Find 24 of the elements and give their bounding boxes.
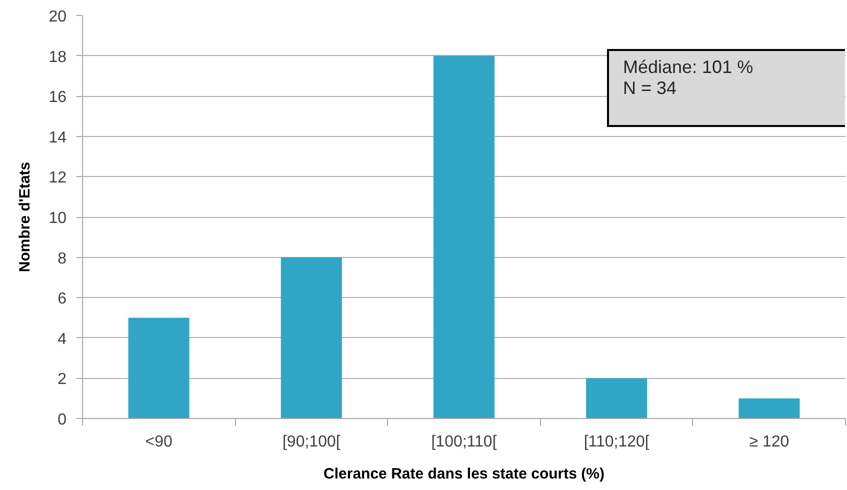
x-axis-title: Clerance Rate dans les state courts (%) [324,466,604,482]
annotation-box: Médiane: 101 % N = 34 [607,49,845,127]
x-tick-label: <90 [145,434,172,450]
y-tick-label: 2 [58,371,67,388]
y-tick-label: 18 [48,48,67,66]
y-tick-label: 0 [58,412,67,428]
x-tick-label: [110;120[ [584,434,650,450]
bar [128,318,190,418]
y-tick-label: 16 [48,89,67,106]
bar [280,257,342,418]
y-tick-label: 12 [48,170,67,187]
y-tick-label: 10 [48,210,67,227]
x-tick-label: [100;110[ [431,434,498,450]
y-tick-label: 20 [48,8,67,26]
bar [433,56,495,418]
y-axis-title: Nombre d'Etats [16,162,34,272]
x-tick-label: [90;100[ [282,434,341,450]
y-tick-label: 4 [58,330,67,348]
x-tick-label: ≥ 120 [749,434,790,450]
bar [738,398,800,418]
bar [586,378,648,418]
y-tick-label: 8 [58,250,67,268]
y-tick-label: 6 [58,290,67,308]
y-tick-label: 14 [48,129,67,146]
